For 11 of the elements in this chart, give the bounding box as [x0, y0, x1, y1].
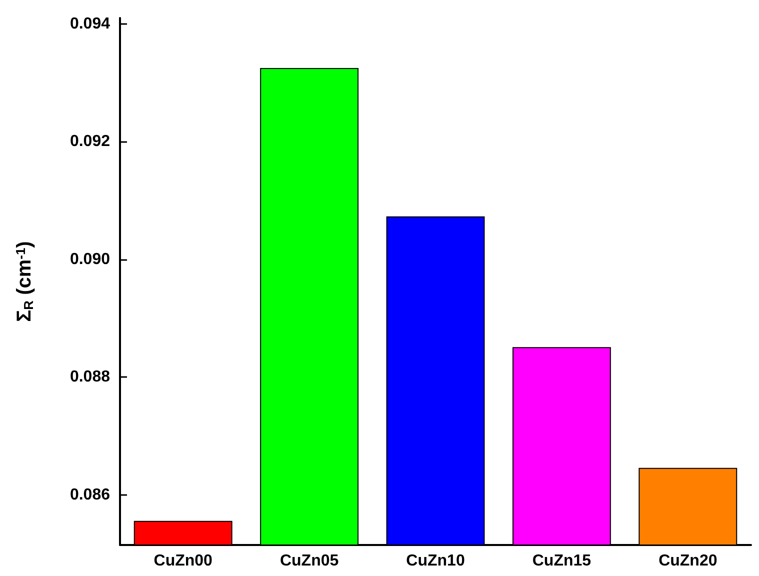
- y-tick-label: 0.086: [70, 486, 110, 504]
- y-tick-label: 0.090: [70, 250, 110, 268]
- x-tick-label: CuZn05: [280, 552, 339, 570]
- y-tick-label: 0.094: [70, 15, 110, 32]
- y-tick-label: 0.092: [70, 133, 110, 150]
- x-tick-label: CuZn10: [406, 552, 465, 570]
- x-tick-label: CuZn20: [658, 552, 718, 570]
- x-tick-label: CuZn00: [154, 552, 213, 570]
- x-tick-label: CuZn15: [532, 552, 592, 570]
- y-axis-title: ΣR (cm-1): [13, 241, 36, 322]
- y-tick-label: 0.088: [70, 368, 110, 386]
